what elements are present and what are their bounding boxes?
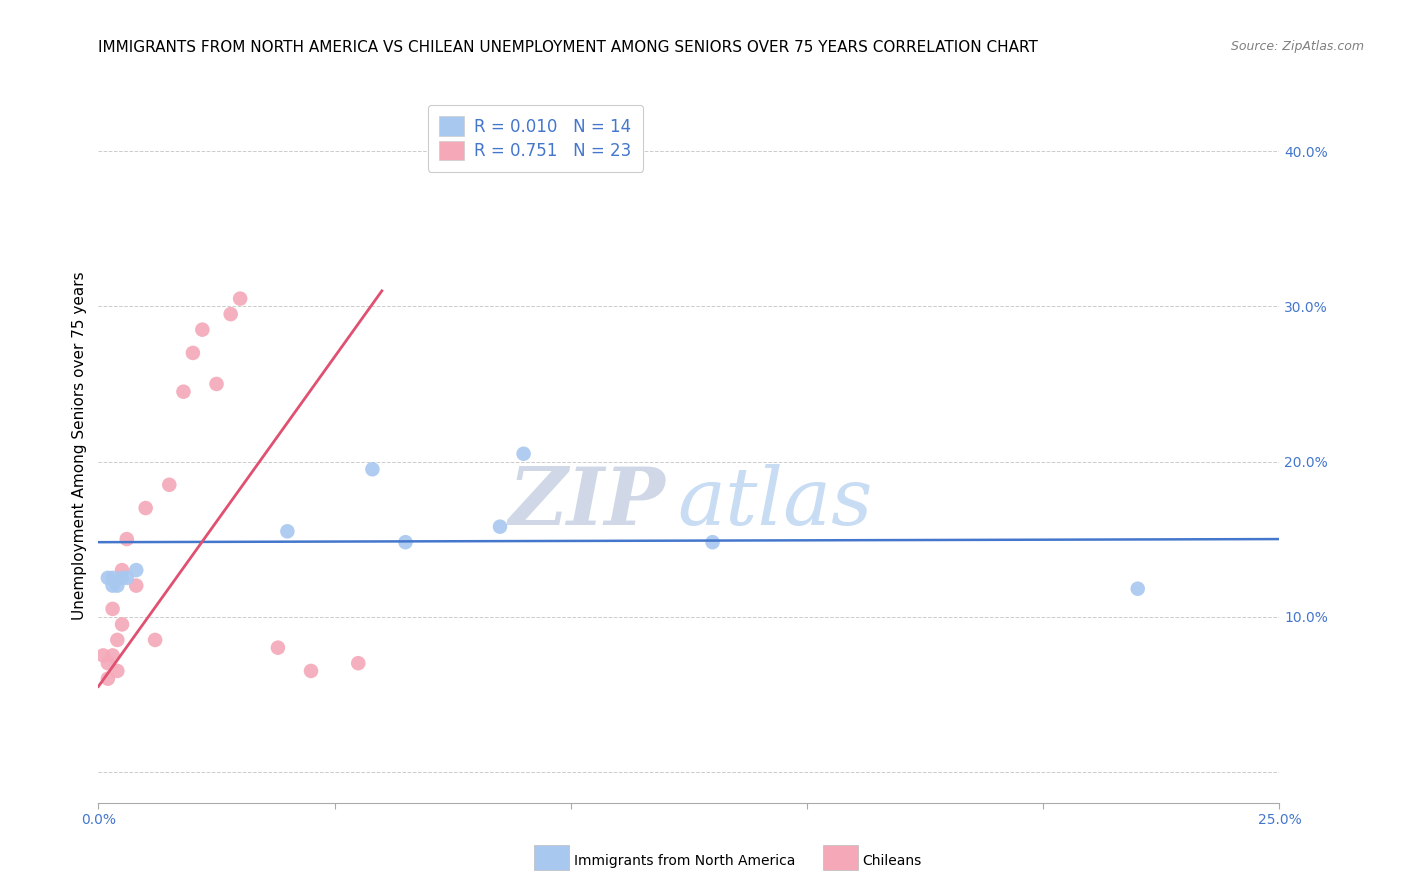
Point	[702, 535, 724, 549]
Point	[115, 532, 138, 546]
Point	[101, 602, 124, 616]
Point	[191, 323, 214, 337]
Point	[157, 477, 180, 491]
Text: Immigrants from North America: Immigrants from North America	[574, 854, 794, 868]
Point	[276, 524, 298, 539]
Point	[205, 376, 228, 391]
Point	[1126, 582, 1149, 596]
Point	[101, 571, 124, 585]
Point	[143, 632, 166, 647]
Point	[111, 571, 134, 585]
Point	[101, 579, 124, 593]
Point	[394, 535, 416, 549]
Point	[125, 563, 148, 577]
Text: IMMIGRANTS FROM NORTH AMERICA VS CHILEAN UNEMPLOYMENT AMONG SENIORS OVER 75 YEAR: IMMIGRANTS FROM NORTH AMERICA VS CHILEAN…	[98, 40, 1038, 55]
Point	[91, 648, 114, 663]
Point	[361, 462, 384, 476]
Point	[489, 519, 512, 533]
Point	[135, 501, 157, 516]
Text: atlas: atlas	[678, 465, 873, 541]
Point	[229, 292, 252, 306]
Legend: R = 0.010   N = 14, R = 0.751   N = 23: R = 0.010 N = 14, R = 0.751 N = 23	[427, 104, 643, 171]
Text: ZIP: ZIP	[509, 465, 665, 541]
Point	[97, 571, 120, 585]
Point	[111, 563, 134, 577]
Point	[172, 384, 194, 399]
Point	[219, 307, 242, 321]
Point	[347, 656, 370, 670]
Point	[105, 579, 128, 593]
Point	[267, 640, 290, 655]
Text: Chileans: Chileans	[862, 854, 921, 868]
Point	[111, 617, 134, 632]
Point	[97, 656, 120, 670]
Point	[125, 579, 148, 593]
Y-axis label: Unemployment Among Seniors over 75 years: Unemployment Among Seniors over 75 years	[72, 272, 87, 620]
Point	[181, 346, 204, 360]
Point	[101, 648, 124, 663]
Point	[105, 664, 128, 678]
Point	[299, 664, 322, 678]
Point	[105, 632, 128, 647]
Point	[512, 447, 534, 461]
Point	[97, 672, 120, 686]
Point	[115, 571, 138, 585]
Text: Source: ZipAtlas.com: Source: ZipAtlas.com	[1230, 40, 1364, 54]
